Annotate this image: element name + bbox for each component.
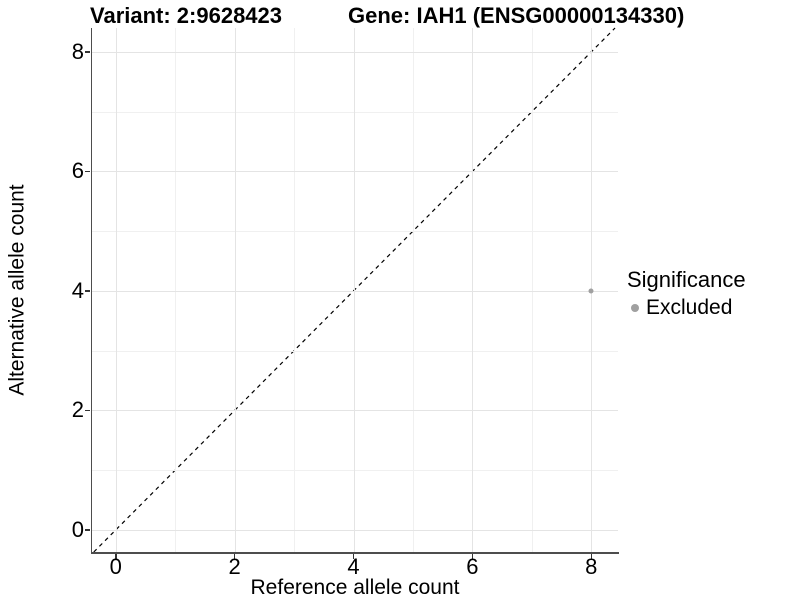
x-tick-label: 4 — [347, 554, 360, 579]
minor-gridline-x — [175, 28, 177, 552]
y-tick-mark — [85, 51, 90, 53]
minor-gridline-y — [92, 350, 618, 352]
y-axis-tick-labels: 0 2 4 6 8 — [38, 28, 84, 552]
y-tick-label: 0 — [71, 516, 84, 542]
data-point — [588, 288, 594, 294]
major-gridline-y — [92, 529, 618, 531]
y-axis-line — [90, 28, 93, 554]
legend-item-label: Excluded — [646, 296, 733, 320]
legend-items: Excluded — [627, 295, 746, 320]
x-tick-label: 8 — [585, 554, 598, 579]
x-tick-mark — [233, 553, 236, 559]
minor-gridline-y — [92, 231, 618, 233]
x-axis-title: Reference allele count — [250, 576, 460, 599]
x-tick-label: 2 — [228, 554, 241, 579]
variant-title: Variant: 2:9628423 — [90, 3, 283, 28]
major-gridline-y — [92, 410, 618, 412]
x-axis-tick-marks — [92, 552, 618, 559]
minor-gridline-x — [294, 28, 296, 552]
major-gridline-y — [92, 171, 618, 173]
legend-point-icon — [631, 303, 639, 312]
major-gridline-x — [115, 28, 117, 552]
x-tick-label: 0 — [109, 554, 122, 579]
legend: Significance Excluded — [627, 267, 746, 321]
x-tick-label: 6 — [466, 554, 479, 579]
y-tick-mark — [85, 529, 90, 531]
minor-gridline-y — [92, 111, 618, 113]
legend-title: Significance — [627, 267, 746, 292]
legend-item: Excluded — [627, 295, 746, 320]
y-tick-mark — [85, 290, 90, 292]
y-tick-label: 8 — [71, 38, 84, 64]
y-axis-title-text: Alternative allele count — [6, 184, 30, 396]
x-tick-mark — [352, 553, 355, 559]
minor-gridline-y — [92, 470, 618, 472]
gene-title: Gene: IAH1 (ENSG00000134330) — [348, 3, 685, 28]
y-axis-title: Alternative allele count — [0, 28, 36, 552]
y-tick-label: 2 — [71, 397, 84, 423]
y-tick-label: 6 — [71, 158, 84, 184]
y-axis-tick-marks — [85, 28, 92, 552]
x-tick-mark — [590, 553, 592, 559]
x-axis-tick-labels: 0 2 4 6 8 — [92, 556, 618, 580]
major-gridline-x — [353, 28, 355, 552]
x-axis-line — [90, 552, 619, 554]
y-tick-mark — [85, 409, 90, 412]
x-tick-mark — [471, 553, 474, 559]
y-tick-label: 4 — [71, 277, 84, 303]
y-tick-mark — [85, 170, 90, 173]
major-gridline-y — [92, 290, 618, 292]
minor-gridline-x — [531, 28, 533, 552]
major-gridline-x — [234, 28, 236, 552]
minor-gridline-x — [412, 28, 414, 552]
plot-panel — [92, 27, 618, 553]
major-gridline-x — [472, 28, 474, 552]
major-gridline-y — [92, 51, 618, 53]
x-tick-mark — [115, 553, 117, 559]
